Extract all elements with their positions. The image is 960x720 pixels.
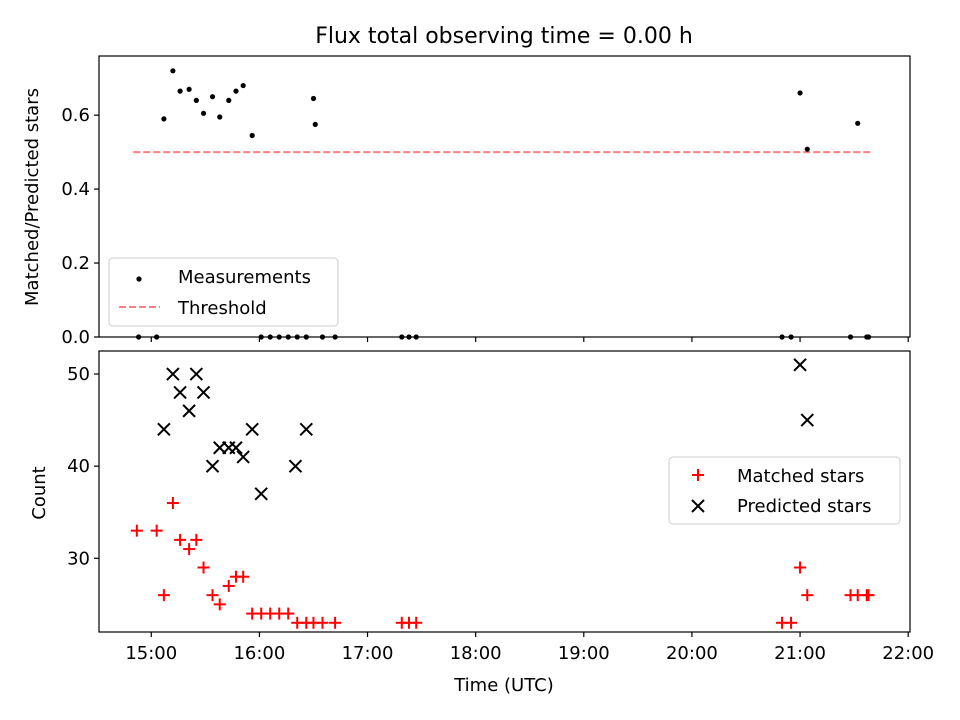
x-tick-label: 21:00: [774, 643, 826, 664]
matched-star-point: [130, 524, 143, 537]
predicted-star-point: [189, 367, 204, 381]
measurement-point: [161, 116, 167, 122]
legend-predicted-label: Predicted stars: [737, 496, 871, 517]
matched-star-point: [197, 561, 210, 574]
measurement-point: [797, 90, 803, 96]
measurement-point: [200, 110, 207, 116]
legend-measurements-marker: [136, 276, 142, 282]
bottom-y-tick-label: 30: [67, 548, 90, 569]
chart-title: Flux total observing time = 0.00 h: [315, 24, 693, 49]
top-panel: 0.0 0.2 0.4 0.6 Matched/Predicted stars Mea…: [22, 55, 911, 348]
top-y-tick-label: 0.2: [61, 253, 90, 274]
measurement-point: [233, 88, 239, 94]
x-axis-label: Time (UTC): [453, 675, 554, 696]
matched-star-point: [190, 533, 203, 546]
top-legend: Measurements Threshold: [108, 257, 339, 327]
x-tick-label: 15:00: [125, 643, 177, 664]
measurement-point: [177, 88, 183, 94]
matched-star-point: [174, 533, 187, 546]
measurement-point: [312, 121, 318, 128]
x-tick-label: 17:00: [342, 643, 394, 664]
predicted-star-point: [173, 385, 187, 400]
measurement-point: [249, 132, 255, 139]
bottom-axes-frame: [98, 350, 911, 633]
top-plot-marks: [133, 68, 873, 340]
predicted-star-point: [288, 459, 303, 473]
measurement-point: [855, 120, 861, 126]
predicted-star-point: [205, 459, 220, 473]
matched-star-point: [785, 616, 798, 629]
legend-matched-label: Matched stars: [737, 466, 864, 487]
top-y-tick-label: 0.4: [61, 179, 90, 200]
matched-star-point: [157, 589, 170, 602]
predicted-star-point: [157, 422, 171, 437]
predicted-star-point: [236, 450, 250, 464]
measurement-point: [804, 146, 810, 152]
predicted-star-point: [166, 367, 180, 381]
measurement-point: [240, 82, 246, 89]
x-tick-label: 20:00: [666, 643, 718, 664]
matched-star-point: [410, 616, 423, 629]
bottom-plot-marks: [130, 358, 875, 629]
predicted-star-point: [229, 441, 243, 455]
bottom-legend: Matched stars Predicted stars: [668, 456, 901, 525]
matched-star-point: [801, 589, 814, 602]
predicted-star-point: [245, 422, 259, 437]
x-tick-label: 19:00: [558, 643, 610, 664]
measurement-point: [209, 94, 216, 100]
bottom-panel: 30 40 50 15:00 16:00 17:00 18:00 19:00 20:00 21:…: [29, 350, 934, 696]
x-tick-label: 18:00: [450, 643, 502, 664]
measurement-point: [193, 97, 199, 103]
matched-star-point: [862, 589, 875, 602]
matched-star-point: [150, 524, 163, 537]
top-axes-frame: [98, 55, 911, 338]
predicted-star-point: [196, 385, 211, 400]
top-y-tick-label: 0.0: [61, 327, 90, 348]
top-y-tick-label: 0.6: [61, 105, 90, 126]
predicted-star-point: [182, 404, 196, 418]
bottom-y-tick-label: 50: [67, 364, 90, 385]
top-legend-box: [108, 257, 339, 327]
matched-star-point: [206, 589, 219, 602]
predicted-star-point: [254, 487, 268, 501]
matched-star-point: [316, 616, 329, 629]
bottom-legend-box: [668, 456, 901, 525]
legend-measurements-label: Measurements: [178, 267, 311, 288]
measurement-point: [170, 68, 176, 74]
measurement-point: [186, 86, 192, 92]
matched-star-point: [794, 561, 807, 574]
x-tick-label: 16:00: [233, 643, 285, 664]
matched-star-point: [222, 579, 235, 592]
matched-star-point: [329, 616, 342, 629]
matched-star-point: [166, 497, 179, 510]
matched-star-point: [282, 607, 295, 620]
measurement-point: [310, 95, 317, 102]
legend-threshold-label: Threshold: [177, 298, 267, 319]
legend-predicted-marker: [691, 499, 705, 513]
measurement-point: [226, 97, 232, 103]
predicted-star-point: [299, 422, 313, 437]
matched-star-point: [183, 543, 196, 556]
bottom-y-tick-label: 40: [67, 456, 90, 477]
bottom-y-axis-label: Count: [29, 466, 50, 519]
x-tick-label: 22:00: [882, 643, 934, 664]
top-y-axis-label: Matched/Predicted stars: [22, 88, 43, 306]
matched-star-point: [237, 570, 250, 583]
predicted-star-point: [800, 413, 814, 427]
measurement-point: [217, 114, 223, 120]
predicted-star-point: [793, 358, 807, 372]
matched-star-point: [213, 598, 226, 611]
legend-matched-marker: [692, 469, 704, 481]
